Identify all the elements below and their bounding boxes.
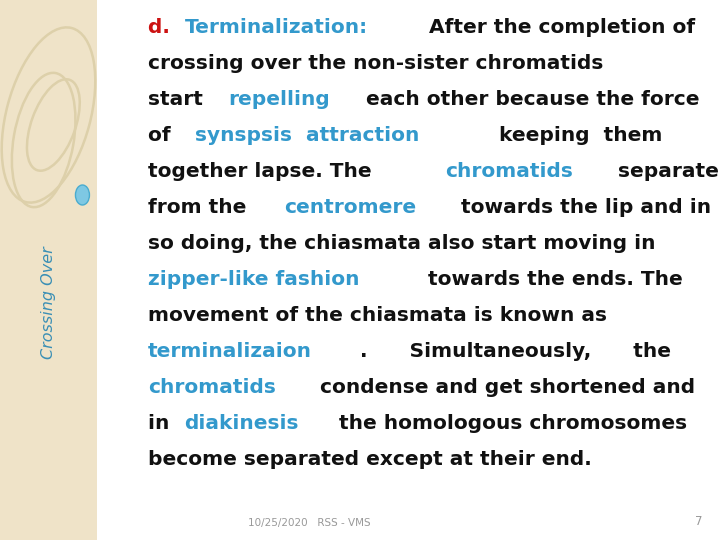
Text: 10/25/2020   RSS - VMS: 10/25/2020 RSS - VMS (248, 518, 371, 528)
Text: d.: d. (148, 18, 177, 37)
Bar (0, 0, 97, 540)
Text: 7: 7 (695, 515, 702, 528)
Text: repelling: repelling (228, 90, 330, 109)
Text: movement of the chiasmata is known as: movement of the chiasmata is known as (148, 306, 607, 325)
Text: together lapse. The: together lapse. The (148, 162, 379, 181)
Text: in: in (148, 414, 176, 433)
Text: become separated except at their end.: become separated except at their end. (148, 450, 592, 469)
Text: centromere: centromere (284, 198, 416, 217)
Text: chromatids: chromatids (446, 162, 573, 181)
Text: of: of (148, 126, 184, 145)
Text: Terminalization:: Terminalization: (185, 18, 369, 37)
Text: condense and get shortened and: condense and get shortened and (313, 378, 695, 397)
Text: Crossing Over: Crossing Over (41, 246, 56, 359)
Text: diakinesis: diakinesis (184, 414, 299, 433)
Text: terminalizaion: terminalizaion (148, 342, 312, 361)
Text: towards the ends. The: towards the ends. The (421, 270, 683, 289)
Text: keeping  them: keeping them (485, 126, 662, 145)
Text: from the: from the (148, 198, 253, 217)
Text: zipper-like fashion: zipper-like fashion (148, 270, 359, 289)
Text: After the completion of: After the completion of (421, 18, 695, 37)
Text: crossing over the non-sister chromatids: crossing over the non-sister chromatids (148, 54, 603, 73)
Text: each other because the force: each other because the force (359, 90, 700, 109)
Text: separate: separate (611, 162, 719, 181)
Text: the homologous chromosomes: the homologous chromosomes (333, 414, 688, 433)
Text: start: start (148, 90, 210, 109)
Text: synspsis  attraction: synspsis attraction (195, 126, 420, 145)
Text: chromatids: chromatids (148, 378, 276, 397)
Text: .      Simultaneously,      the: . Simultaneously, the (359, 342, 670, 361)
Text: so doing, the chiasmata also start moving in: so doing, the chiasmata also start movin… (148, 234, 655, 253)
Text: towards the lip and in: towards the lip and in (454, 198, 711, 217)
Ellipse shape (76, 185, 89, 205)
